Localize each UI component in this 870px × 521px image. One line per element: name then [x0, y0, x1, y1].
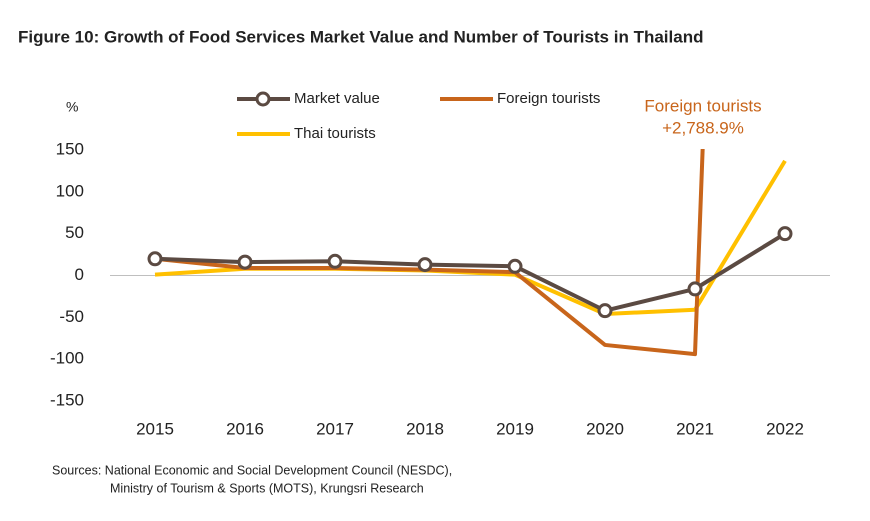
x-tick-label: 2016 — [226, 419, 264, 438]
x-tick-label: 2022 — [766, 419, 804, 438]
x-tick-label: 2015 — [136, 419, 174, 438]
series-line — [154, 231, 787, 313]
marker — [327, 253, 343, 269]
y-tick-label: -100 — [50, 349, 84, 368]
x-tick-label: 2021 — [676, 419, 714, 438]
y-tick-label: -150 — [50, 390, 84, 409]
marker — [237, 254, 253, 270]
y-axis-label: % — [66, 99, 78, 115]
chart-title: Figure 10: Growth of Food Services Marke… — [18, 27, 703, 46]
source: Ministry of Tourism & Sports (MOTS), Kru… — [110, 481, 424, 495]
y-tick-label: 150 — [56, 139, 84, 158]
marker — [597, 303, 613, 319]
legend-label: Thai tourists — [294, 125, 376, 142]
legend-label: Foreign tourists — [497, 90, 600, 107]
marker — [507, 258, 523, 274]
annotation: +2,788.9% — [662, 118, 744, 137]
legend-marker — [255, 91, 271, 107]
y-tick-label: 0 — [75, 265, 84, 284]
marker — [687, 281, 703, 297]
annotation: Foreign tourists — [644, 96, 761, 115]
y-tick-label: 50 — [65, 223, 84, 242]
x-tick-label: 2017 — [316, 419, 354, 438]
x-tick-label: 2020 — [586, 419, 624, 438]
plot-area — [147, 149, 793, 357]
x-tick-label: 2019 — [496, 419, 534, 438]
x-tick-label: 2018 — [406, 419, 444, 438]
y-tick-label: 100 — [56, 181, 84, 200]
marker — [417, 257, 433, 273]
legend-label: Market value — [294, 90, 380, 107]
source: Sources: National Economic and Social De… — [52, 463, 452, 477]
marker — [147, 251, 163, 267]
y-tick-label: -50 — [59, 307, 84, 326]
marker — [777, 226, 793, 242]
series-line — [154, 149, 705, 357]
